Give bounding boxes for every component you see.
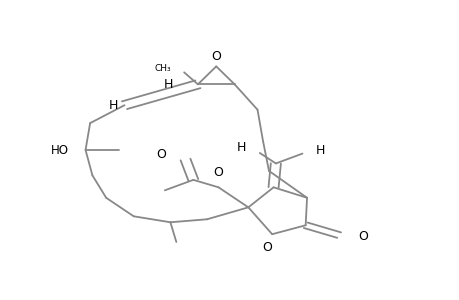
Text: O: O [262, 241, 272, 254]
Text: O: O [357, 230, 367, 242]
Text: O: O [213, 166, 223, 178]
Text: H: H [315, 143, 325, 157]
Text: H: H [163, 78, 173, 91]
Text: H: H [108, 99, 118, 112]
Text: H: H [236, 140, 245, 154]
Text: O: O [156, 148, 166, 161]
Text: O: O [211, 50, 221, 63]
Text: CH₃: CH₃ [154, 64, 171, 73]
Text: HO: HO [50, 143, 68, 157]
